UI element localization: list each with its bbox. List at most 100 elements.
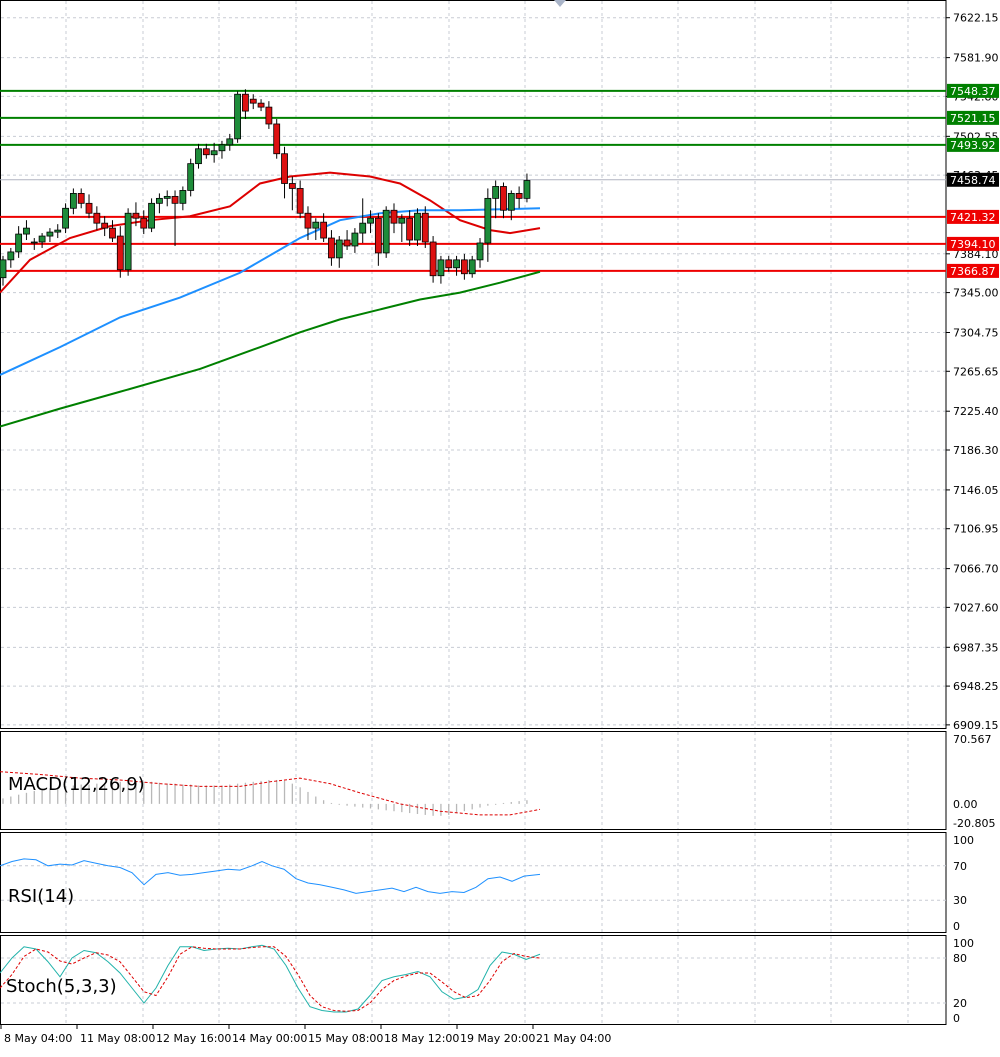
candle-up [453,259,460,269]
candle-down [202,148,210,156]
candle-down [281,153,288,184]
time-tick-label: 15 May 08:00 [308,1032,383,1045]
pane-border-3 [0,935,947,1025]
candle-up [124,212,132,271]
candle-up [226,138,234,146]
rsi-line [0,858,541,894]
candle-down [273,123,281,155]
chart-shift-marker [554,0,566,7]
stoch-tick-label: 0 [953,1012,960,1025]
candle-down [406,217,414,241]
stoch-label: Stoch(5,3,3) [6,976,117,997]
grid-lines [1,1,946,1024]
candle-down [140,217,148,229]
last-price-tag [947,172,999,187]
candle-up [38,235,46,243]
stoch-tick-label: 100 [953,937,974,950]
rsi-tick-label: 0 [953,920,960,933]
candle-up [218,144,226,152]
macd-tick-label: -20.805 [953,817,995,830]
time-tick-label: 8 May 04:00 [4,1032,72,1045]
macd-label: MACD(12,26,9) [8,774,145,795]
candle-up [359,222,367,234]
price-tick-label: 7186.30 [953,444,999,457]
level-tag-label: 7366.87 [950,265,996,278]
price-tick-label: 7265.65 [953,365,999,378]
time-tick-label: 14 May 00:00 [232,1032,307,1045]
candle-down [77,193,85,204]
price-tick-label: 7027.60 [953,601,999,614]
pane-border-1 [0,731,947,830]
candle-up [46,231,54,237]
stoch-pane [0,944,946,1013]
candle-up [155,197,163,204]
candle-up [179,190,187,204]
candle-down [249,98,257,104]
level-tag-3 [947,209,999,224]
price-tick-label: 7225.40 [953,405,999,418]
candle-down [116,235,124,271]
macd-tick-label: 70.567 [953,733,992,746]
price-tick-label: 7066.70 [953,563,999,576]
candle-up [23,227,30,235]
level-tag-5 [947,263,999,278]
candle-down [460,259,468,275]
candle-down [257,102,265,108]
candle-up [484,197,492,244]
candle-down [93,212,101,224]
level-tag-2 [947,137,999,152]
macd-pane [0,771,541,816]
moving-averages [0,171,541,428]
stoch-d-line [0,946,541,1012]
price-tick-label: 7106.95 [953,523,999,536]
price-tick-label: 6909.15 [953,719,999,732]
pane-border-0 [0,0,947,729]
level-tag-label: 7548.37 [950,85,996,98]
candle-up [187,163,195,191]
candle-down [101,222,109,229]
candle-down [304,212,312,229]
rsi-pane [0,858,946,901]
candle-up [312,221,320,229]
candle-down [429,241,437,277]
candle-up [15,233,23,253]
time-tick-label: 18 May 12:00 [384,1032,459,1045]
pane-borders [0,0,947,1025]
price-tick-label: 7146.05 [953,484,999,497]
macd-signal-line [0,771,541,816]
candlesticks [0,89,531,286]
rsi-label: RSI(14) [8,886,74,907]
candle-up [382,209,390,254]
price-tick-label: 7345.00 [953,287,999,300]
time-tick-label: 21 May 04:00 [536,1032,611,1045]
time-tick-label: 12 May 16:00 [156,1032,231,1045]
candle-up [476,242,484,261]
candle-down [374,217,382,254]
candle-down [288,183,296,189]
last-price-label: 7458.74 [950,174,996,187]
rsi-tick-label: 70 [953,860,967,873]
candle-down [320,221,328,239]
time-tick-label: 19 May 20:00 [460,1032,535,1045]
ma-line-2 [0,270,541,428]
stoch-tick-label: 20 [953,997,967,1010]
rsi-tick-label: 100 [953,834,974,847]
candle-up [414,212,421,241]
candle-up [30,241,38,244]
price-tick-label: 7384.10 [953,248,999,261]
candle-down [421,212,429,243]
price-tick-label: 7581.90 [953,52,999,65]
candle-down [390,209,398,224]
candle-up [0,259,7,279]
candle-up [69,193,77,209]
candle-down [265,106,273,125]
candle-up [507,193,515,211]
candle-up [351,232,359,247]
level-tag-label: 7521.15 [950,112,996,125]
candle-down [109,227,116,239]
candle-up [335,239,343,259]
candle-up [468,259,476,275]
candle-up [234,93,242,140]
